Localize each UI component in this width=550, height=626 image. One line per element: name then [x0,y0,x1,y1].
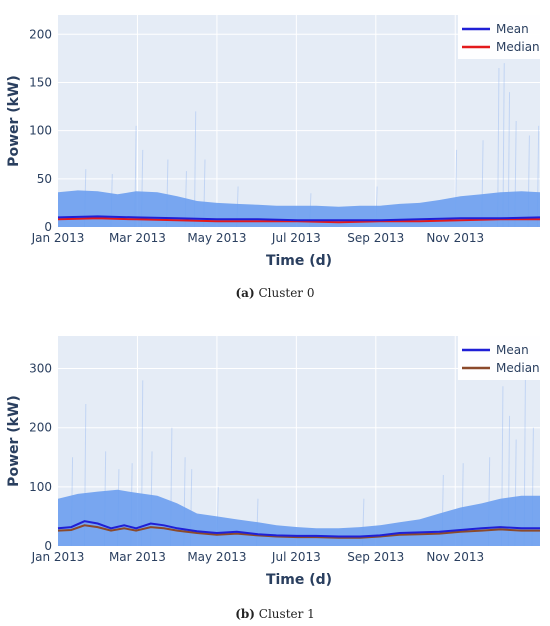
x-tick-label: May 2013 [187,550,246,564]
caption-label: (b) [235,607,255,621]
x-tick-label: Jul 2013 [271,231,321,245]
series-mean-line [57,215,541,222]
y-tick-label: 100 [29,480,52,494]
series-median-line [57,524,540,539]
legend-box [458,15,540,59]
legend-mean-label: Mean [496,343,529,357]
x-tick-label: Nov 2013 [426,231,484,245]
x-tick-label: Jul 2013 [271,550,321,564]
x-tick-label: Sep 2013 [347,550,404,564]
y-tick-label: 0 [44,220,52,234]
x-tick-label: May 2013 [187,231,246,245]
x-tick-label: Nov 2013 [426,550,484,564]
legend: Mean Median [458,15,540,59]
caption-text: Cluster 1 [258,607,315,621]
chart-cluster-0: 0 50 100 150 200 Jan 2013 Mar 2013 May 2013 Jul … [6,15,541,269]
series-mean-line [57,520,540,538]
legend-mean-label: Mean [496,22,529,36]
y-tick-label: 200 [29,421,52,435]
legend-median-label: Median [496,40,540,54]
y-axis-label: Power (kW) [6,75,22,167]
y-tick-label: 100 [29,124,52,138]
caption-cluster-1: (b) Cluster 1 [0,607,550,621]
legend: Mean Median [458,336,540,380]
y-tick-label: 300 [29,362,52,376]
x-tick-label: Mar 2013 [109,231,166,245]
x-tick-label: Jan 2013 [31,550,85,564]
legend-box [458,336,540,380]
y-tick-label: 50 [37,172,52,186]
y-axis-label: Power (kW) [6,395,22,487]
y-tick-label: 0 [44,539,52,553]
x-axis-label: Time (d) [266,253,332,269]
x-tick-label: Mar 2013 [109,550,166,564]
caption-label: (a) [235,286,255,300]
x-tick-label: Sep 2013 [347,231,404,245]
x-axis-label: Time (d) [266,572,332,588]
y-tick-label: 200 [29,27,52,41]
x-tick-label: Jan 2013 [31,231,85,245]
chart-cluster-1: 0 100 200 300 Jan 2013 Mar 2013 May 2013 Jul 20… [6,336,540,588]
caption-cluster-0: (a) Cluster 0 [0,286,550,300]
y-tick-label: 150 [29,75,52,89]
caption-text: Cluster 0 [258,286,315,300]
legend-median-label: Median [496,361,540,375]
